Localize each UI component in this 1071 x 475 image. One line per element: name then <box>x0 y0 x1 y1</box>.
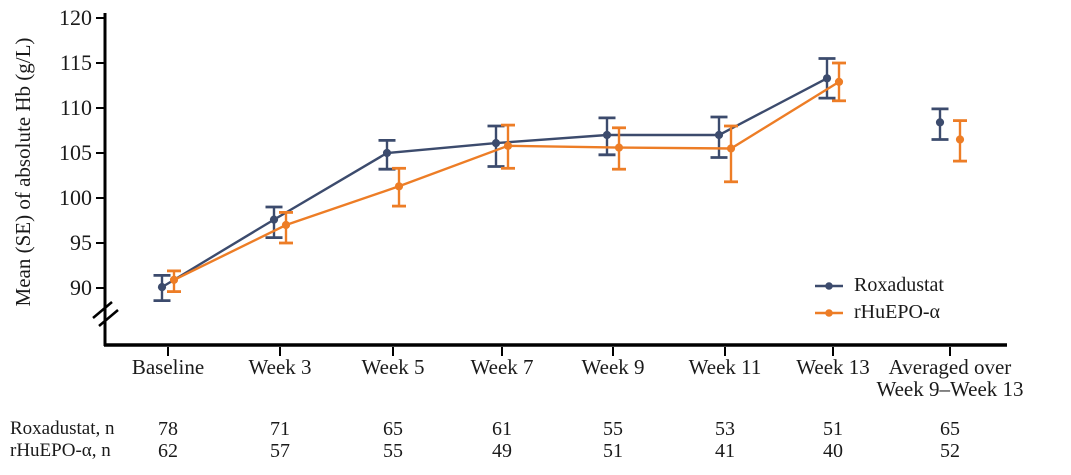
y-tick-label: 110 <box>60 95 92 120</box>
n-value: 55 <box>383 440 403 462</box>
data-point <box>834 77 844 86</box>
n-table-row-roxadustat: Roxadustat, n 78 71 65 61 55 53 51 65 <box>0 418 1071 440</box>
data-point <box>269 215 279 224</box>
n-value: 53 <box>715 418 735 440</box>
n-value: 40 <box>823 440 843 462</box>
series-line <box>173 80 840 281</box>
data-point <box>614 143 624 152</box>
n-value: 62 <box>158 440 178 462</box>
n-value: 49 <box>492 440 512 462</box>
data-point <box>382 148 392 158</box>
n-value: 57 <box>270 440 290 462</box>
y-tick-label: 105 <box>59 140 92 165</box>
x-tick-label: Week 7 <box>470 355 533 379</box>
n-table-row-label: rHuEPO-α, n <box>10 440 111 461</box>
series-roxadustat <box>153 57 949 303</box>
n-table-row-label: Roxadustat, n <box>10 418 115 439</box>
data-point <box>491 139 501 148</box>
x-tick-label: Week 11 <box>689 355 762 379</box>
roxadustat-line-marker-icon <box>815 281 843 290</box>
data-point <box>955 135 965 144</box>
x-tick-label: Baseline <box>132 355 204 379</box>
n-value: 52 <box>940 440 960 462</box>
axis-break-icon <box>92 301 113 319</box>
legend: Roxadustat rHuEPO-α <box>814 272 944 326</box>
x-tick-label: Week 5 <box>361 355 424 379</box>
n-value: 78 <box>158 418 178 440</box>
n-table-row-rhuepo: rHuEPO-α, n 62 57 55 49 51 41 40 52 <box>0 440 1071 462</box>
n-value: 51 <box>603 440 623 462</box>
data-point <box>726 144 736 153</box>
legend-item-rhuepo: rHuEPO-α <box>814 299 944 326</box>
data-point <box>822 74 832 83</box>
data-point <box>714 130 724 140</box>
data-point <box>935 118 945 127</box>
axis-break-icon <box>98 309 119 327</box>
n-value: 65 <box>383 418 403 440</box>
data-point <box>281 220 291 230</box>
y-tick-label: 120 <box>59 5 92 30</box>
n-value: 51 <box>823 418 843 440</box>
data-point <box>394 182 404 191</box>
data-point <box>169 275 179 284</box>
n-value: 61 <box>492 418 512 440</box>
y-tick-label: 90 <box>70 275 92 300</box>
legend-item-roxadustat: Roxadustat <box>814 272 944 299</box>
y-tick-label: 95 <box>70 230 92 255</box>
data-point <box>503 141 513 150</box>
line-chart: 90 95 100 105 110 115 120 Baseline Week 3 Week 5 W… <box>59 5 1024 400</box>
series-rhuepo <box>167 61 967 294</box>
x-tick-label: Week 13 <box>796 355 870 379</box>
legend-label-rhuepo: rHuEPO-α <box>854 301 941 323</box>
legend-label-roxadustat: Roxadustat <box>854 274 944 296</box>
data-point <box>602 130 612 140</box>
y-tick-label: 100 <box>59 185 92 210</box>
data-point <box>157 283 167 292</box>
n-value: 55 <box>603 418 623 440</box>
x-tick-label: Week 3 <box>248 355 311 379</box>
x-tick-label: Week 9 <box>581 355 644 379</box>
n-value: 41 <box>715 440 735 462</box>
rhuepo-line-marker-icon <box>815 308 843 317</box>
n-value: 71 <box>270 418 290 440</box>
y-tick-label: 115 <box>60 50 92 75</box>
x-tick-label: Averaged over Week 9–Week 13 <box>876 355 1023 400</box>
n-value: 65 <box>940 418 960 440</box>
